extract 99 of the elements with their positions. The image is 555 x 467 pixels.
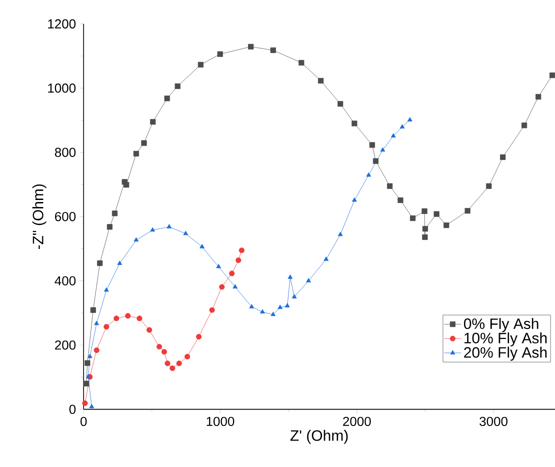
point [136,316,142,322]
point [216,264,222,268]
point [117,260,122,265]
point [324,256,329,261]
y-tick-label: 0 [69,404,76,414]
point [318,78,324,84]
point [124,182,130,188]
point [174,83,180,89]
point [125,313,131,319]
y-tick-label: 1000 [48,84,76,93]
point [521,122,528,128]
point [209,307,215,313]
point [161,349,168,355]
point [238,248,244,254]
point [249,304,254,308]
point [338,101,344,107]
point [366,172,372,177]
point [150,119,156,125]
point [176,360,182,366]
y-tick-label: 800 [54,148,76,157]
x-axis-title: Z' (Ohm) [290,430,348,444]
point [536,94,542,100]
x-tick-label: 3000 [480,416,508,426]
point [164,96,170,102]
point [400,124,405,128]
point [84,380,90,386]
point [549,72,555,78]
x-tick-label: 1000 [206,416,234,426]
y-tick-label: 400 [54,276,76,286]
point [89,404,94,408]
point [422,226,428,232]
point [380,147,386,152]
point [146,327,152,333]
point [166,224,172,228]
point [298,60,304,66]
point [87,354,92,358]
point [270,312,276,316]
point [114,316,120,322]
point [407,117,412,122]
point [112,210,118,216]
point [84,360,90,366]
legend-label: 0% Fly Ash [464,318,538,332]
point [352,120,358,126]
y-tick-label: 600 [55,212,76,222]
point [97,260,103,266]
point [352,197,357,202]
point [82,400,88,406]
point [338,232,343,236]
point [229,270,235,276]
point [150,227,156,232]
point [434,211,440,217]
point [390,133,396,138]
point [372,158,379,164]
point [196,334,202,340]
point [464,208,470,214]
point [422,234,428,240]
point [292,294,297,298]
legend-label: 20% Fly Ash [464,346,547,361]
point [260,309,265,314]
point [236,257,242,264]
point [270,47,276,54]
point [104,324,110,330]
point [306,278,311,282]
point [90,307,96,313]
point [219,284,225,290]
legend-label: 10% Fly Ash [464,332,547,346]
point [106,224,112,230]
point [198,62,204,68]
point [94,347,100,354]
point [133,150,140,156]
point [104,287,109,292]
point [184,354,190,360]
point [278,304,283,309]
point [200,244,205,248]
point [141,140,147,146]
point [486,183,492,189]
point [170,365,176,371]
point [183,230,188,236]
point [444,222,450,228]
point [410,215,416,222]
point [94,320,100,326]
point [232,284,238,288]
point [156,344,162,350]
point [398,197,404,204]
x-tick-label: 2000 [343,416,371,426]
point [288,274,293,279]
y-tick-label: 1200 [48,19,76,28]
point [284,303,290,308]
point [134,237,139,242]
point [217,51,223,57]
point [164,360,170,366]
y-axis-title: -Z" (Ohm) [32,184,46,249]
y-tick-label: 200 [55,340,76,350]
point [248,44,254,50]
x-tick-label: 0 [80,416,87,426]
point [422,208,428,214]
point [387,183,393,189]
point [369,142,375,148]
point [500,154,506,160]
